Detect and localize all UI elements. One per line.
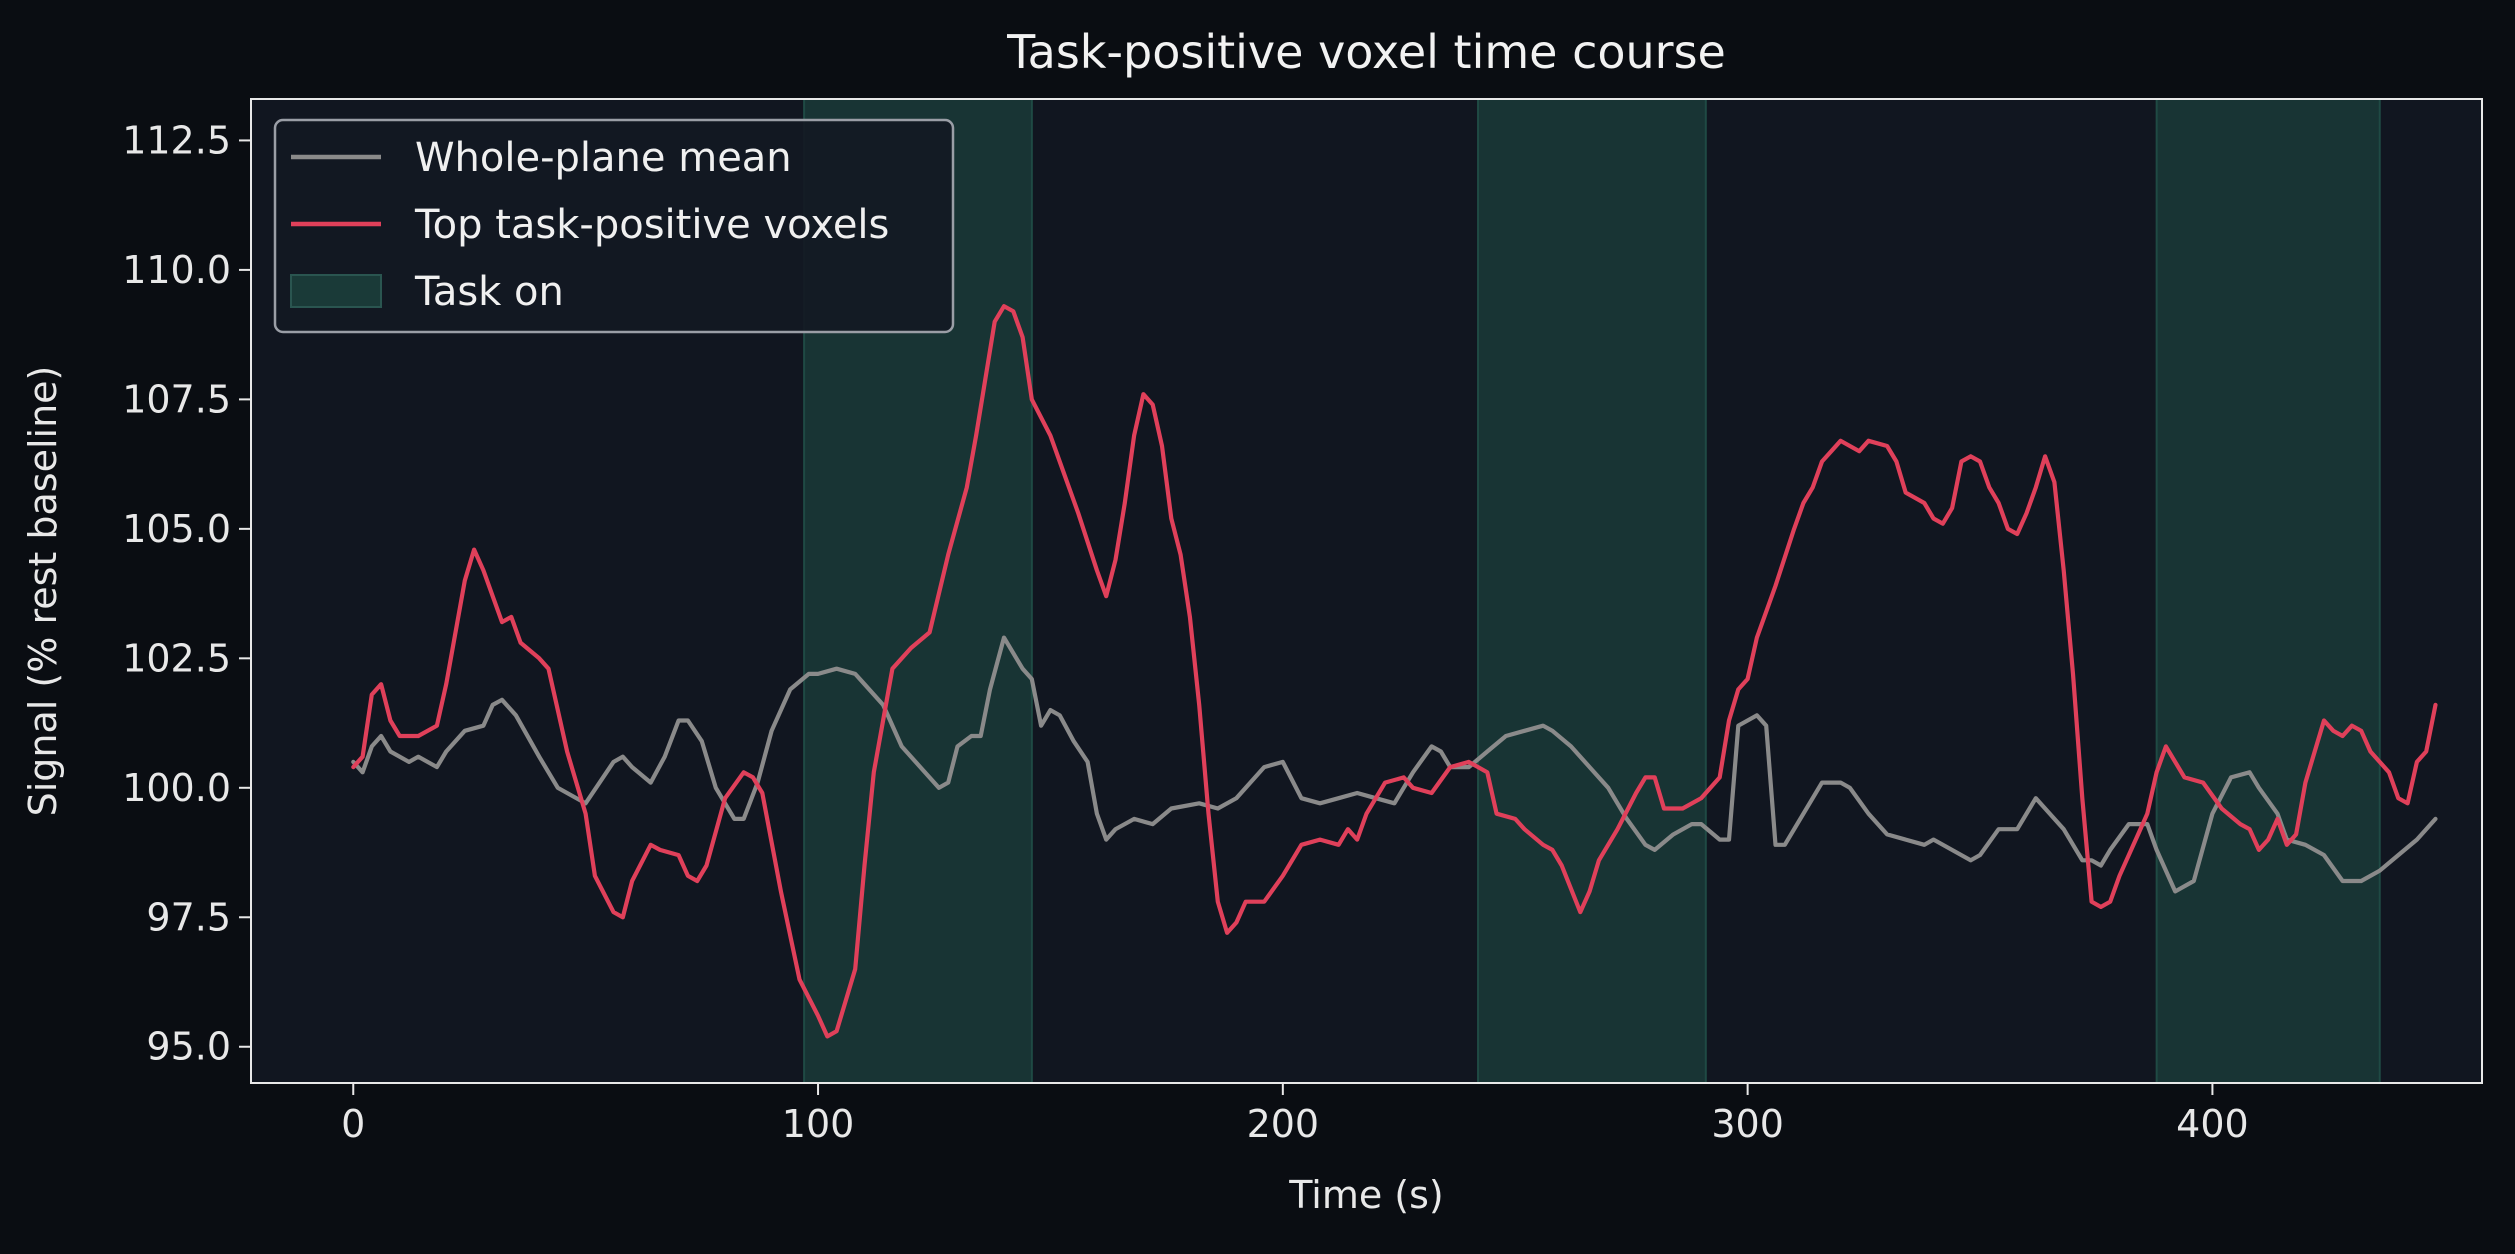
task-block-2 (1477, 98, 1707, 1084)
y-axis: 95.0 97.5 100.0 102.5 105.0 107.5 110.0 112.5 (122, 118, 251, 1069)
legend-label-2: Top task-positive voxels (414, 202, 889, 248)
plot-frame (250, 98, 2483, 1084)
x-tick-label: 200 (1247, 1102, 1320, 1146)
y-tick-label: 107.5 (122, 377, 231, 421)
legend-swatch-3 (290, 274, 382, 308)
legend-label-3: Task on (414, 269, 564, 315)
x-axis-label: Time (s) (1288, 1173, 1444, 1217)
y-tick-label: 110.0 (122, 248, 231, 292)
task-block-3 (2155, 98, 2381, 1084)
legend-label-1: Whole-plane mean (415, 135, 792, 181)
x-tick-label: 400 (2176, 1102, 2249, 1146)
series-line-1 (351, 635, 2438, 894)
x-tick-label: 0 (341, 1102, 365, 1146)
legend-box (273, 118, 955, 334)
chart-title: Task-positive voxel time course (1006, 25, 1726, 79)
y-tick-label: 112.5 (122, 118, 231, 162)
x-tick-label: 300 (1711, 1102, 1784, 1146)
series-line-2 (351, 304, 2438, 1039)
x-axis: 0 100 200 300 400 (341, 1083, 2249, 1146)
y-tick-label: 95.0 (146, 1025, 231, 1069)
y-tick-label: 100.0 (122, 766, 231, 810)
y-axis-label: Signal (% rest baseline) (21, 366, 65, 817)
y-tick-label: 97.5 (146, 895, 231, 939)
y-tick-label: 102.5 (122, 636, 231, 680)
series-layer (351, 304, 2438, 1039)
x-tick-label: 100 (782, 1102, 855, 1146)
legend: Whole-plane mean Top task-positive voxels… (273, 118, 955, 334)
y-tick-label: 105.0 (122, 507, 231, 551)
